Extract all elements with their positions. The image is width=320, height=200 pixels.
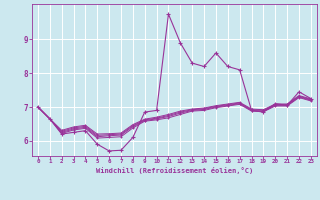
X-axis label: Windchill (Refroidissement éolien,°C): Windchill (Refroidissement éolien,°C): [96, 167, 253, 174]
